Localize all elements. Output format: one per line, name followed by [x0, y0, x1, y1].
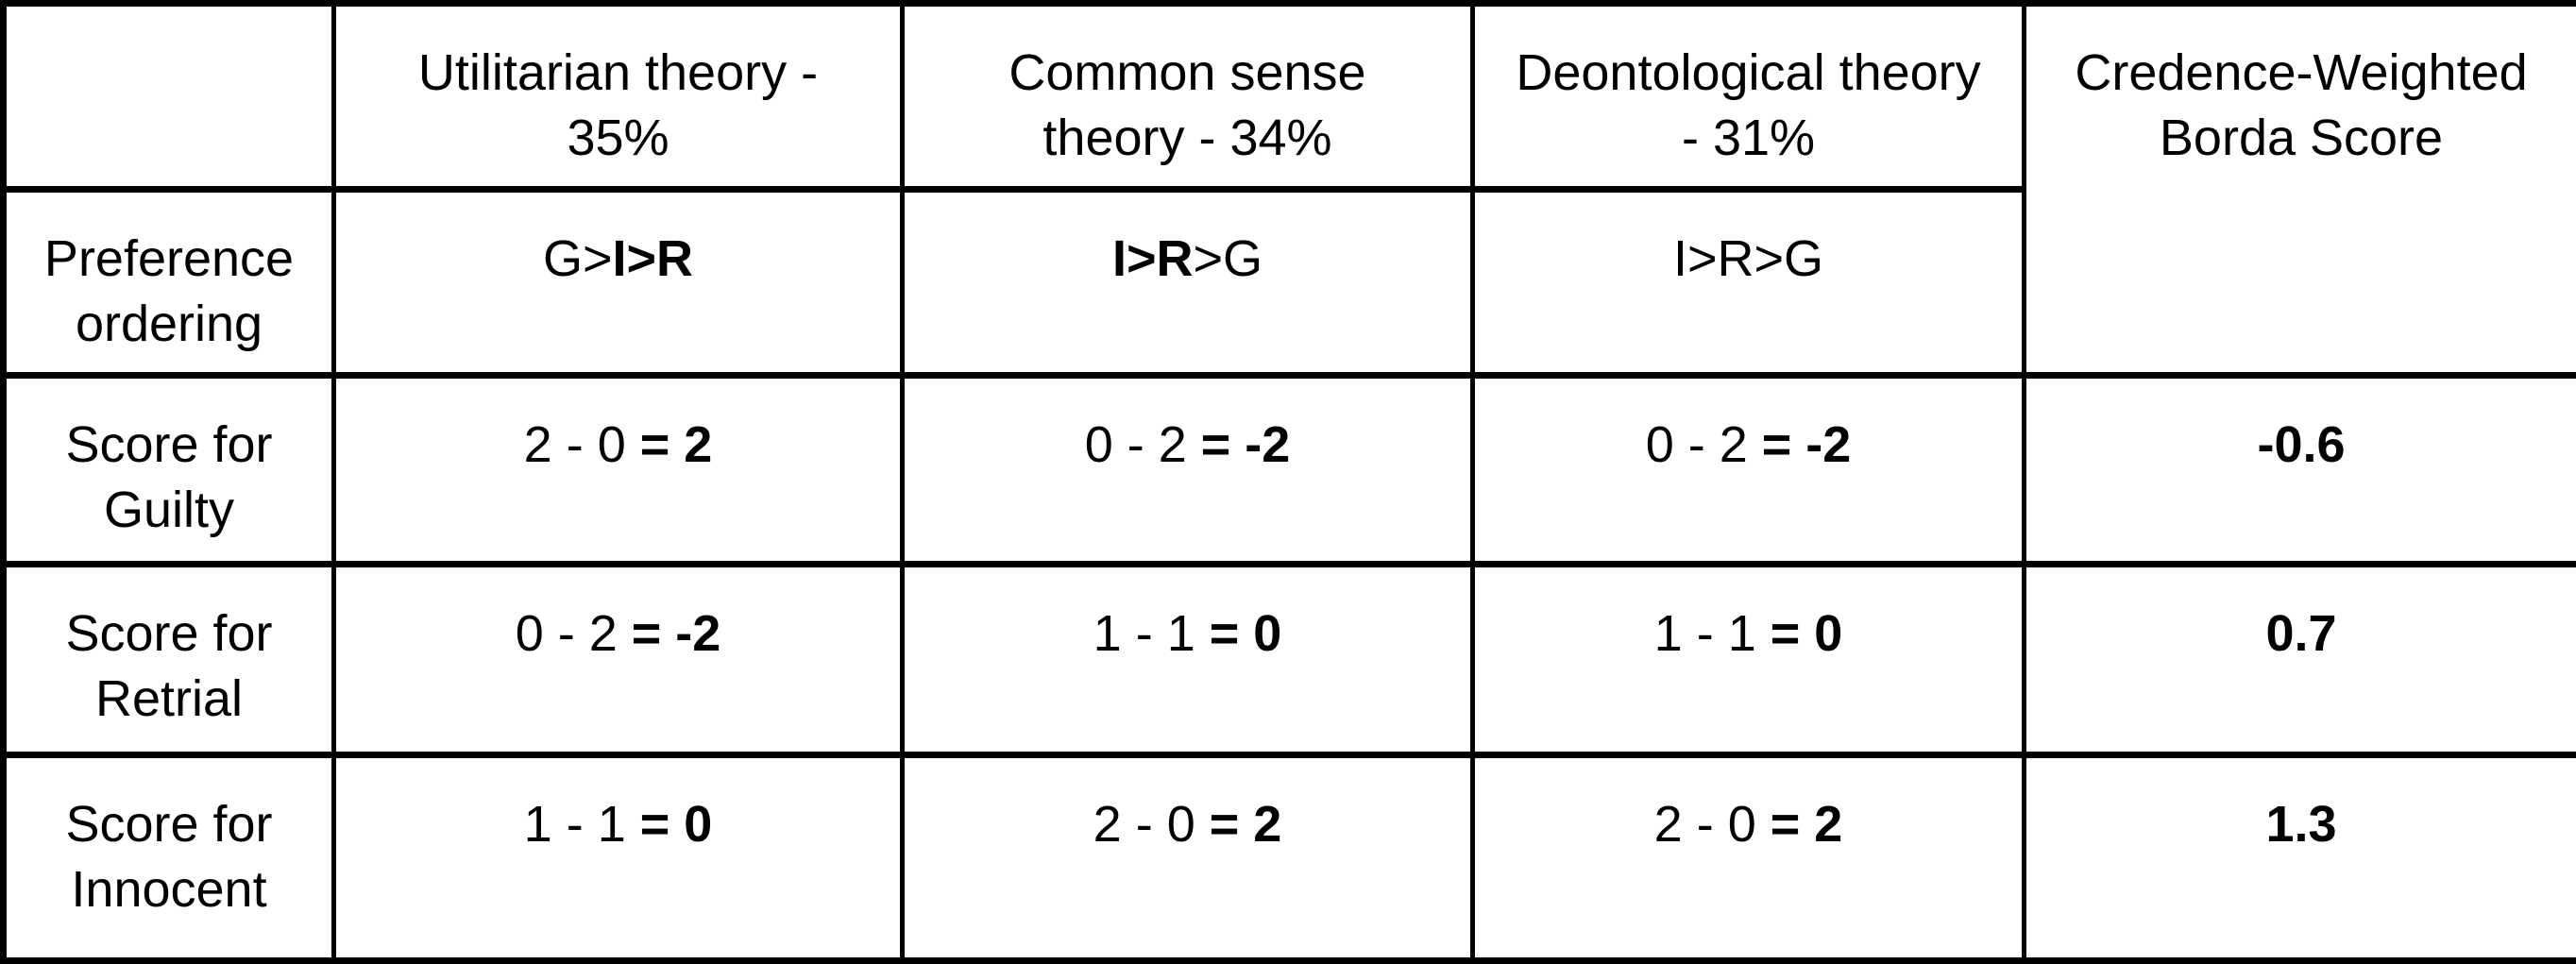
- table-row-score-guilty: Score for Guilty 2 - 0 = 2 0 - 2 = -2 0 …: [4, 376, 2576, 565]
- score-retrial-deontological: 1 - 1 = 0: [1473, 565, 2025, 755]
- ordering-bold-segment: I>R: [1112, 230, 1194, 287]
- score-result: = 0: [640, 796, 713, 853]
- borda-score-innocent: 1.3: [2025, 755, 2576, 961]
- score-innocent-common-sense: 2 - 0 = 2: [903, 755, 1473, 961]
- score-guilty-common-sense: 0 - 2 = -2: [903, 376, 1473, 565]
- header-deontological-theory: Deontological theory - 31%: [1473, 4, 2025, 190]
- row-label-score-innocent: Score for Innocent: [4, 755, 334, 961]
- ordering-bold-segment: I>R: [613, 230, 694, 287]
- header-credence-weighted-borda-score: Credence-Weighted Borda Score: [2025, 4, 2576, 376]
- score-expression: 1 - 1: [1654, 605, 1771, 662]
- score-result: = 2: [640, 416, 713, 473]
- score-guilty-deontological: 0 - 2 = -2: [1473, 376, 2025, 565]
- borda-score-guilty: -0.6: [2025, 376, 2576, 565]
- row-label-preference-ordering: Preference ordering: [4, 190, 334, 376]
- score-expression: 2 - 0: [1093, 796, 1210, 853]
- score-result: = -2: [632, 605, 721, 662]
- corner-cell: [4, 4, 334, 190]
- preference-utilitarian: G>I>R: [334, 190, 903, 376]
- header-utilitarian-theory: Utilitarian theory - 35%: [334, 4, 903, 190]
- row-label-score-guilty: Score for Guilty: [4, 376, 334, 565]
- score-expression: 0 - 2: [1646, 416, 1762, 473]
- score-expression: 1 - 1: [1093, 605, 1210, 662]
- table-row-header: Utilitarian theory - 35% Common sense th…: [4, 4, 2576, 190]
- table-row-score-retrial: Score for Retrial 0 - 2 = -2 1 - 1 = 0 1…: [4, 565, 2576, 755]
- preference-deontological: I>R>G: [1473, 190, 2025, 376]
- score-innocent-deontological: 2 - 0 = 2: [1473, 755, 2025, 961]
- score-expression: 0 - 2: [516, 605, 632, 662]
- ordering-regular-segment: >G: [1194, 230, 1263, 287]
- preference-common-sense: I>R>G: [903, 190, 1473, 376]
- score-result: = 0: [1210, 605, 1282, 662]
- score-innocent-utilitarian: 1 - 1 = 0: [334, 755, 903, 961]
- score-result: = 0: [1771, 605, 1843, 662]
- score-result: = -2: [1201, 416, 1291, 473]
- score-retrial-utilitarian: 0 - 2 = -2: [334, 565, 903, 755]
- score-expression: 1 - 1: [524, 796, 640, 853]
- score-guilty-utilitarian: 2 - 0 = 2: [334, 376, 903, 565]
- borda-score-retrial: 0.7: [2025, 565, 2576, 755]
- score-expression: 0 - 2: [1085, 416, 1201, 473]
- ordering-regular-segment: I>R>G: [1673, 230, 1823, 287]
- score-retrial-common-sense: 1 - 1 = 0: [903, 565, 1473, 755]
- header-common-sense-theory: Common sense theory - 34%: [903, 4, 1473, 190]
- score-result: = 2: [1210, 796, 1282, 853]
- score-result: = 2: [1771, 796, 1843, 853]
- ordering-regular-segment: G>: [543, 230, 613, 287]
- table-row-score-innocent: Score for Innocent 1 - 1 = 0 2 - 0 = 2 2…: [4, 755, 2576, 961]
- score-expression: 2 - 0: [524, 416, 640, 473]
- score-expression: 2 - 0: [1654, 796, 1771, 853]
- score-result: = -2: [1762, 416, 1852, 473]
- row-label-score-retrial: Score for Retrial: [4, 565, 334, 755]
